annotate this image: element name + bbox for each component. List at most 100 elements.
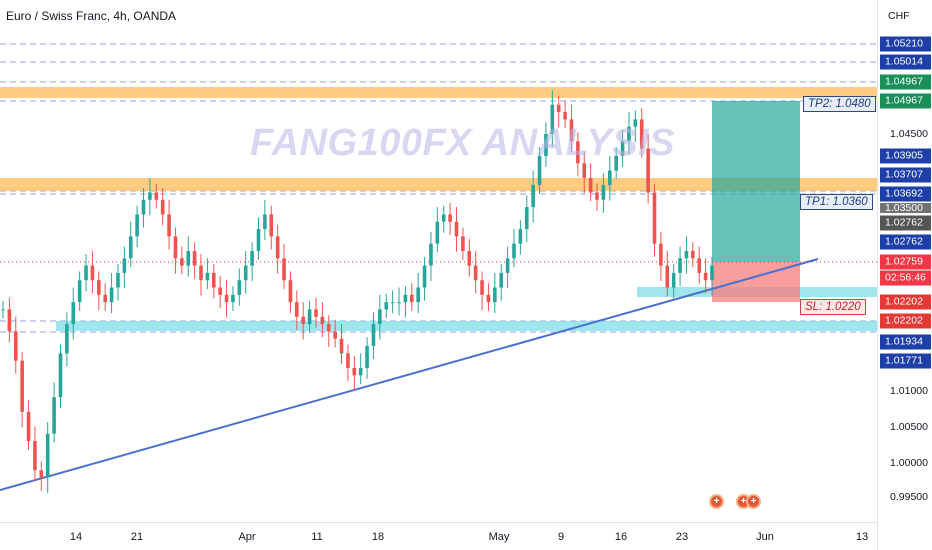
candle-body	[703, 272, 708, 281]
candle-body	[493, 287, 497, 303]
price-label: 1.03692	[880, 186, 931, 202]
time-tick: 23	[675, 531, 689, 543]
symbol-title[interactable]: Euro / Swiss Franc, 4h, OANDA	[6, 9, 177, 23]
candle-body	[403, 294, 408, 303]
candle-body	[531, 185, 535, 208]
candle-body	[77, 280, 82, 303]
candle-body	[199, 265, 203, 281]
candle-body	[550, 104, 555, 134]
candle-body	[65, 324, 69, 354]
time-axis[interactable]: 14 21 Apr 11 18 May 9 16 23 Jun 13	[0, 522, 877, 550]
candle-body	[365, 346, 369, 368]
candle-body	[237, 280, 242, 295]
candle-body	[224, 294, 229, 303]
candle-body	[186, 250, 191, 266]
candle-body	[710, 265, 714, 281]
candle-body	[243, 265, 248, 281]
candle-body	[659, 243, 663, 266]
candle-body	[7, 309, 12, 332]
price-label: 1.04967	[880, 93, 931, 109]
candle-body	[109, 287, 114, 303]
candle-body	[601, 185, 606, 200]
candle-body	[346, 353, 350, 368]
candle-body	[569, 119, 574, 142]
candle-body	[358, 367, 363, 376]
candle-body	[627, 126, 631, 142]
candle-body	[563, 112, 567, 120]
price-tick: 1.01000	[890, 385, 928, 397]
candle-body	[205, 272, 210, 281]
flag-event-icon[interactable]: +	[709, 494, 724, 509]
candle-body	[524, 207, 529, 230]
candle-body	[422, 265, 427, 288]
candle-body	[218, 287, 222, 295]
price-chart[interactable]	[0, 0, 877, 522]
current-price-label: 1.02759	[880, 254, 931, 270]
candle-body	[231, 294, 235, 303]
candle-body	[13, 331, 18, 361]
candle-body	[454, 221, 459, 237]
time-tick: 14	[69, 531, 83, 543]
candle-body	[103, 294, 107, 303]
candle-body	[45, 433, 50, 478]
candle-body	[320, 316, 325, 325]
candle-body	[211, 272, 216, 288]
candle-body	[684, 250, 689, 259]
candle-body	[646, 148, 650, 193]
currency-label: CHF	[888, 10, 910, 22]
trendline	[0, 258, 819, 491]
candle-body	[435, 221, 440, 244]
candle-body	[576, 141, 580, 164]
time-tick: 18	[371, 531, 385, 543]
candle-body	[97, 280, 101, 295]
candle-body	[256, 229, 261, 251]
price-tick: 0.99500	[890, 491, 928, 503]
candle-body	[160, 199, 165, 215]
chart-area[interactable]: Euro / Swiss Franc, 4h, OANDA FANG100FX …	[0, 0, 877, 550]
resistance-zone	[0, 178, 877, 191]
candle-body	[167, 214, 171, 237]
candle-body	[582, 163, 587, 178]
price-label: 1.01771	[880, 353, 931, 369]
candle-body	[499, 272, 504, 288]
candle-body	[461, 236, 465, 251]
candle-body	[416, 287, 420, 303]
time-tick: 9	[557, 531, 565, 543]
price-tick: 1.00000	[890, 457, 928, 469]
time-tick: May	[488, 531, 510, 543]
candle-body	[333, 331, 337, 339]
price-scale[interactable]: CHF 1.04500 1.01000 1.00500 1.00000 0.99…	[877, 0, 932, 550]
price-label: 1.05210	[880, 36, 931, 52]
resistance-zone	[0, 87, 877, 98]
candle-body	[614, 155, 618, 171]
tp2-label[interactable]: TP2: 1.0480	[803, 96, 876, 112]
candle-body	[141, 199, 146, 215]
time-tick: Apr	[238, 531, 256, 543]
time-tick: 21	[130, 531, 144, 543]
candle-body	[429, 243, 433, 266]
candle-body	[288, 280, 293, 303]
candle-body	[620, 141, 625, 156]
candle-body	[537, 155, 542, 186]
candle-body	[33, 441, 37, 471]
price-label: 1.01934	[880, 334, 931, 350]
candle-body	[595, 192, 599, 200]
time-tick: 16	[614, 531, 628, 543]
candle-body	[390, 302, 395, 304]
candle-body	[352, 367, 357, 376]
candle-body	[282, 258, 286, 281]
price-label: 1.05014	[880, 54, 931, 70]
candle-body	[652, 192, 657, 244]
candle-body	[148, 192, 152, 200]
candle-body	[339, 338, 344, 354]
price-label: 1.03905	[880, 148, 931, 164]
candle-body	[52, 397, 56, 434]
sl-label[interactable]: SL: 1.0220	[800, 299, 866, 315]
support-zone	[56, 321, 877, 331]
tp1-label[interactable]: TP1: 1.0360	[800, 194, 873, 210]
candle-body	[588, 177, 593, 193]
price-label: 1.02762	[880, 234, 931, 250]
flag-event-icon[interactable]: +	[746, 494, 761, 509]
candle-body	[441, 214, 446, 222]
candle-body	[512, 243, 516, 259]
